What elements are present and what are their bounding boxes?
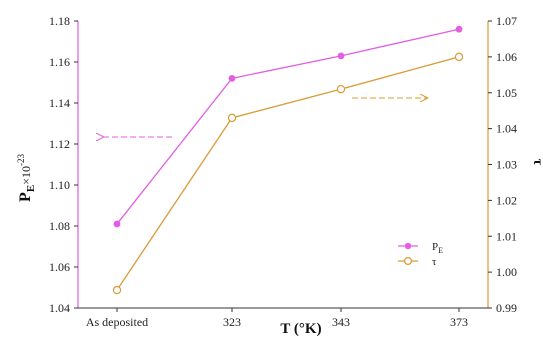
left-y-axis-title-main: P	[17, 192, 34, 202]
legend-pe-marker	[404, 242, 412, 250]
left-tick-label: 1.14	[49, 96, 70, 110]
left-tick-label: 1.04	[49, 301, 70, 315]
legend: PE τ	[398, 241, 443, 268]
right-tick-label: 1.01	[496, 229, 517, 243]
data-point-tau	[112, 285, 122, 295]
left-tick-label: 1.12	[49, 137, 70, 151]
x-tick-label: As deposited	[86, 315, 148, 329]
right-tick-label: 1.02	[496, 193, 517, 207]
right-y-axis-ticks: 0.99 1.00 1.01 1.02 1.03 1.04 1.05 1.06 1.07	[488, 14, 517, 315]
left-tick-label: 1.16	[49, 55, 70, 69]
data-point-pe	[113, 220, 121, 228]
left-y-axis-ticks: 1.04 1.06 1.08 1.10 1.12 1.14 1.16 1.18	[49, 14, 78, 315]
x-axis-title: T (°K)	[280, 321, 321, 337]
data-point-tau	[336, 84, 346, 94]
x-axis-ticks: As deposited 323 343 373	[86, 308, 468, 329]
legend-tau-marker	[404, 257, 413, 266]
legend-pe-label-sub: E	[438, 246, 443, 255]
right-tick-label: 1.00	[496, 265, 517, 279]
left-y-axis-title-sub: E	[25, 185, 37, 192]
data-point-tau	[454, 52, 464, 62]
left-tick-label: 1.08	[49, 219, 70, 233]
series-line-pe	[116, 28, 460, 225]
axes	[77, 21, 489, 309]
left-tick-label: 1.06	[49, 260, 70, 274]
series-line-tau	[116, 56, 460, 291]
series-lines	[112, 25, 464, 295]
left-tick-label: 1.18	[49, 14, 70, 28]
right-tick-label: 1.04	[496, 122, 517, 136]
data-point-tau	[227, 113, 237, 123]
legend-tau-label: τ	[432, 256, 437, 268]
x-tick-label: 323	[223, 315, 241, 329]
right-tick-label: 1.03	[496, 158, 517, 172]
right-tick-label: 1.05	[496, 86, 517, 100]
left-tick-label: 1.10	[49, 178, 70, 192]
legend-pe-label: PE	[432, 241, 443, 255]
legend-pe-label-main: P	[432, 241, 438, 253]
data-point-pe	[228, 75, 236, 82]
right-tick-label: 1.06	[496, 50, 517, 64]
data-point-pe	[455, 25, 463, 33]
x-tick-label: 373	[450, 315, 468, 329]
left-y-axis-title-sup: -23	[16, 154, 26, 166]
data-point-pe	[337, 52, 345, 60]
right-y-axis-title: τ	[530, 159, 543, 166]
left-y-axis-title-suffix: ×10	[19, 166, 33, 185]
annotations	[104, 98, 428, 137]
x-tick-label: 343	[332, 315, 350, 329]
right-tick-label: 0.99	[496, 301, 517, 315]
left-y-axis-title: PE×10-23	[16, 154, 37, 202]
right-tick-label: 1.07	[496, 14, 517, 28]
